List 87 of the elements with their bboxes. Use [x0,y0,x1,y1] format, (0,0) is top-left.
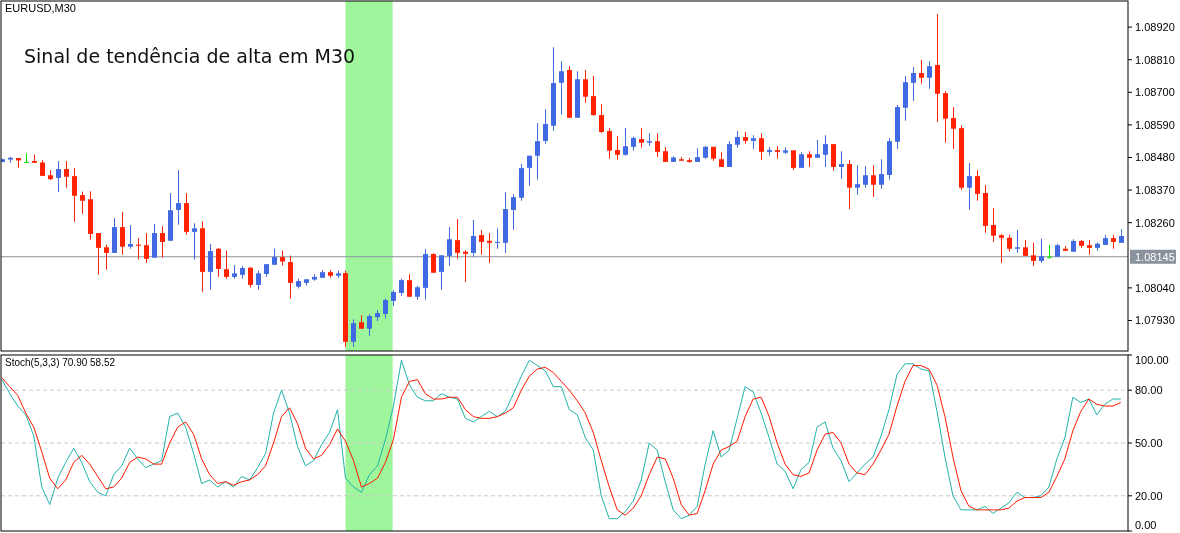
candlestick [847,159,852,210]
candlestick [495,227,500,250]
candlestick [463,249,468,283]
chart-title: Stoch(5,3,3) 70.90 58.52 [5,357,116,368]
candlestick [975,169,980,202]
y-tick-label: 1.08260 [1135,216,1175,229]
y-tick-label: 1.08700 [1135,86,1175,99]
candlestick [479,229,484,256]
candlestick [791,149,796,171]
candlestick [96,232,101,276]
candlestick [56,160,61,193]
candlestick [599,103,604,134]
y-tick-label: 1.08370 [1135,183,1175,196]
candlestick [487,232,492,264]
candlestick [192,222,197,261]
candlestick [407,273,412,298]
candlestick [639,127,644,149]
candlestick [144,232,149,264]
candlestick [919,59,924,85]
annotation: Sinal de tendência de alta em M30 [24,45,356,67]
candlestick [775,145,780,160]
candlestick [80,191,85,215]
candlestick [367,313,372,337]
candlestick [511,193,516,231]
candlestick [1031,242,1036,267]
y-tick-label: 100.00 [1135,353,1169,366]
candlestick [64,160,69,189]
candlestick [967,162,972,211]
candlestick [871,164,876,198]
candlestick [951,106,956,150]
candlestick [911,66,916,102]
candlestick [823,134,828,168]
candlestick [559,60,564,116]
candlestick [256,270,261,291]
ref-line-label: 1.08145 [1135,250,1175,263]
candlestick [104,244,109,270]
candlestick [24,152,29,164]
candlestick [607,127,612,160]
y-tick-label: 80.00 [1135,384,1163,397]
candlestick [160,225,165,259]
candlestick [455,218,460,260]
candlestick [839,150,844,180]
candlestick [431,252,436,274]
candlestick [288,255,293,300]
candlestick [176,169,181,226]
y-tick-label: 1.08590 [1135,118,1175,131]
candlestick [120,211,125,256]
candlestick [248,266,253,289]
candlestick [655,132,660,158]
candlestick [879,158,884,190]
y-tick-label: 50.00 [1135,436,1163,449]
y-tick-label: 20.00 [1135,489,1163,502]
y-tick-label: 1.08480 [1135,151,1175,164]
candlestick [591,75,596,117]
candlestick [615,135,620,161]
candlestick [1047,244,1052,260]
y-tick-label: 0.00 [1135,518,1157,531]
chart-title: EURUSD,M30 [5,2,76,14]
candlestick [471,219,476,258]
y-tick-label: 1.08920 [1135,20,1175,33]
y-tick-label: 1.07930 [1135,314,1175,327]
candlestick [128,224,133,250]
candlestick [208,243,213,291]
candlestick [1015,229,1020,254]
candlestick [383,298,388,320]
candlestick [583,69,588,104]
y-tick-label: 1.08040 [1135,281,1175,294]
candlestick [863,165,868,189]
candlestick [527,155,532,187]
candlestick [1039,238,1044,264]
candlestick [855,164,860,196]
candlestick [439,254,444,291]
candlestick [543,108,548,145]
candlestick [72,167,77,223]
candlestick [927,60,932,90]
candlestick [224,250,229,280]
candlestick [447,226,452,267]
candlestick [727,140,732,168]
candlestick [351,318,356,348]
candlestick [623,127,628,157]
candlestick [831,143,836,172]
candlestick [535,122,540,181]
candlestick [999,233,1004,264]
candlestick [216,247,221,278]
y-tick-label: 1.08810 [1135,53,1175,66]
candlestick [759,132,764,161]
candlestick [991,207,996,243]
